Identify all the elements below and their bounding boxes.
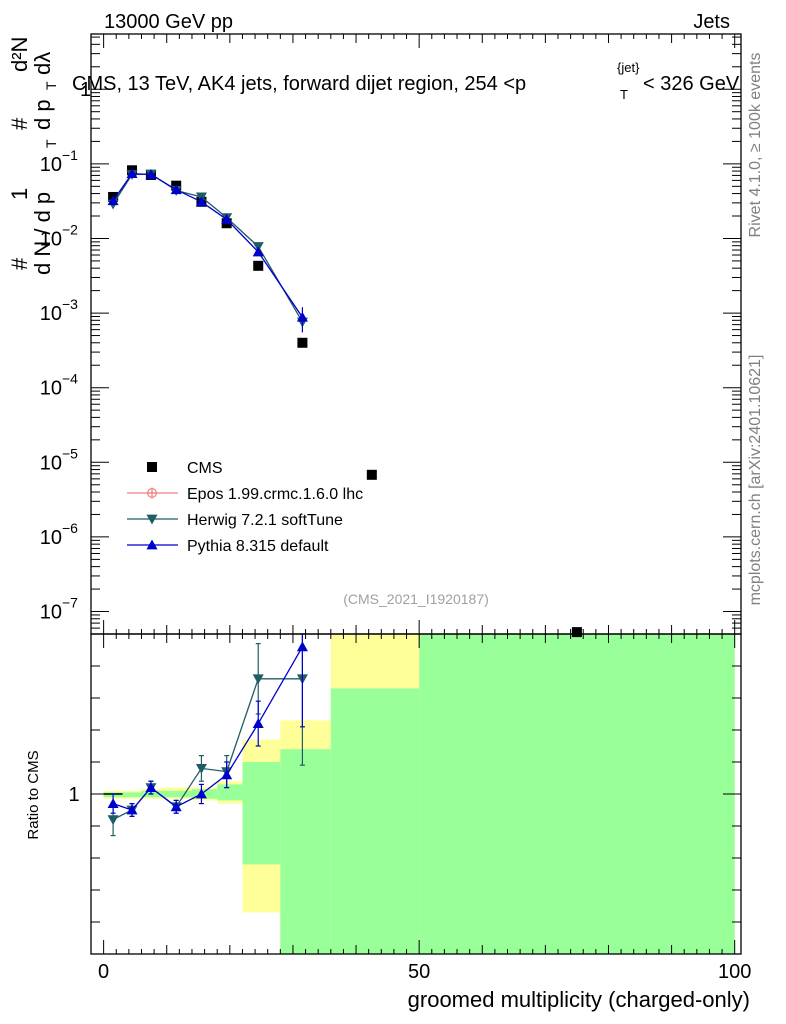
main-point-pythia-6 [252, 246, 264, 257]
header-category-label: Jets [693, 11, 730, 33]
ratio-line-pythia [112, 646, 303, 811]
ratio-point-pythia-0 [107, 798, 119, 808]
main-point-cms-9 [571, 627, 582, 638]
band-green-6 [242, 762, 281, 865]
title-sup: {jet} [617, 60, 640, 75]
ratio-point-herwig-6 [252, 674, 264, 685]
y-tick-label-main-exp-4: −4 [62, 371, 78, 387]
ylabel-sub-T-1: T [43, 139, 59, 148]
ratio-point-pythia-2 [145, 782, 157, 792]
main-y-axis-label: # 1 d N / d p T # d²N d p T dλ [7, 37, 59, 275]
band-green-9 [419, 634, 735, 954]
legend-marker-cms [147, 462, 157, 472]
y-tick-label-main-exp-3: −3 [62, 296, 78, 312]
legend-marker-herwig [146, 514, 158, 525]
header-collision-label: 13000 GeV pp [104, 11, 233, 33]
band-green-1 [122, 792, 142, 798]
ratio-plot-series [107, 633, 308, 837]
ratio-y-axis-label: Ratio to CMS [25, 750, 42, 839]
legend-marker-pythia [146, 539, 158, 550]
ratio-point-pythia-1 [126, 804, 138, 815]
main-point-pythia-3 [170, 184, 182, 195]
main-line-herwig [112, 173, 303, 323]
main-point-pythia-4 [195, 196, 207, 207]
ylabel-dN-dp: d N / d p [30, 192, 55, 275]
y-tick-label-ratio-1: 1 [68, 784, 79, 806]
ratio-point-pythia-6 [252, 718, 264, 728]
main-line-pythia [112, 172, 303, 318]
y-tick-label-main-6: 10 [40, 527, 62, 549]
main-point-pythia-2 [145, 169, 157, 179]
y-tick-label-main-exp-7: −7 [62, 595, 78, 611]
mcplots-label: mcplots.cern.ch [arXiv:2401.10621] [747, 355, 764, 606]
legend-label-epos: Epos 1.99.crmc.1.6.0 lhc [187, 486, 363, 503]
legend-label-pythia: Pythia 8.315 default [187, 538, 329, 555]
y-tick-label-main-7: 10 [40, 602, 62, 624]
y-tick-label-main-1: 10 [40, 154, 62, 176]
ylabel-hash-2: # [7, 117, 32, 130]
main-point-cms-6 [253, 260, 264, 271]
ratio-point-herwig-4 [195, 764, 207, 774]
legend-label-cms: CMS [187, 460, 223, 477]
ratio-point-pythia-3 [170, 801, 182, 812]
ylabel-sub-T-2: T [43, 81, 59, 90]
main-point-pythia-1 [126, 168, 138, 179]
analysis-id-label: (CMS_2021_I1920187) [343, 591, 489, 607]
band-green-8 [330, 688, 420, 954]
ylabel-dlambda: dλ [30, 52, 55, 75]
band-green-4 [191, 789, 218, 799]
y-tick-label-main-5: 10 [40, 452, 62, 474]
band-green-7 [280, 749, 331, 954]
x-tick-label-50: 50 [408, 961, 430, 983]
legend-label-herwig: Herwig 7.2.1 softTune [187, 512, 343, 529]
ylabel-d2N: d²N [7, 37, 32, 72]
rivet-version-label: Rivet 4.1.0, ≥ 100k events [747, 53, 764, 238]
y-tick-label-main-3: 10 [40, 303, 62, 325]
ratio-uncertainty-bands [103, 634, 735, 954]
y-tick-label-main-exp-1: −1 [62, 147, 78, 163]
main-point-cms-7 [297, 337, 308, 348]
y-tick-label-main-2: 10 [40, 228, 62, 250]
plot-title: CMS, 13 TeV, AK4 jets, forward dijet reg… [72, 60, 740, 102]
x-axis-label: groomed multiplicity (charged-only) [408, 987, 750, 1012]
title-pre: CMS, 13 TeV, AK4 jets, forward dijet reg… [72, 73, 526, 95]
ylabel-one: 1 [7, 188, 32, 200]
ratio-point-herwig-0 [107, 815, 119, 826]
title-main-text: CMS, 13 TeV, AK4 jets, forward dijet reg… [72, 73, 526, 95]
y-tick-label-main-0: 1 [80, 79, 91, 101]
title-post: < 326 GeV [643, 73, 740, 95]
x-tick-label-0: 0 [98, 961, 109, 983]
band-green-3 [160, 790, 192, 798]
main-plot-series [107, 165, 582, 638]
title-sub: T [620, 87, 628, 102]
ratio-point-pythia-4 [195, 788, 207, 799]
main-point-pythia-0 [107, 195, 119, 206]
x-tick-label-100: 100 [718, 961, 751, 983]
y-tick-label-main-4: 10 [40, 378, 62, 400]
main-point-pythia-5 [221, 213, 233, 224]
band-green-5 [217, 784, 243, 801]
ylabel-dp: d p [30, 99, 55, 130]
ylabel-hash-1: # [7, 257, 32, 270]
y-tick-label-main-exp-5: −5 [62, 445, 78, 461]
y-tick-label-main-exp-2: −2 [62, 221, 78, 237]
main-point-cms-8 [366, 469, 377, 480]
ratio-point-pythia-7 [296, 641, 308, 652]
legend: CMS Epos 1.99.crmc.1.6.0 lhc Herwig 7.2.1 … [127, 460, 363, 555]
ratio-point-pythia-5 [221, 769, 233, 780]
y-tick-label-main-exp-6: −6 [62, 520, 78, 536]
